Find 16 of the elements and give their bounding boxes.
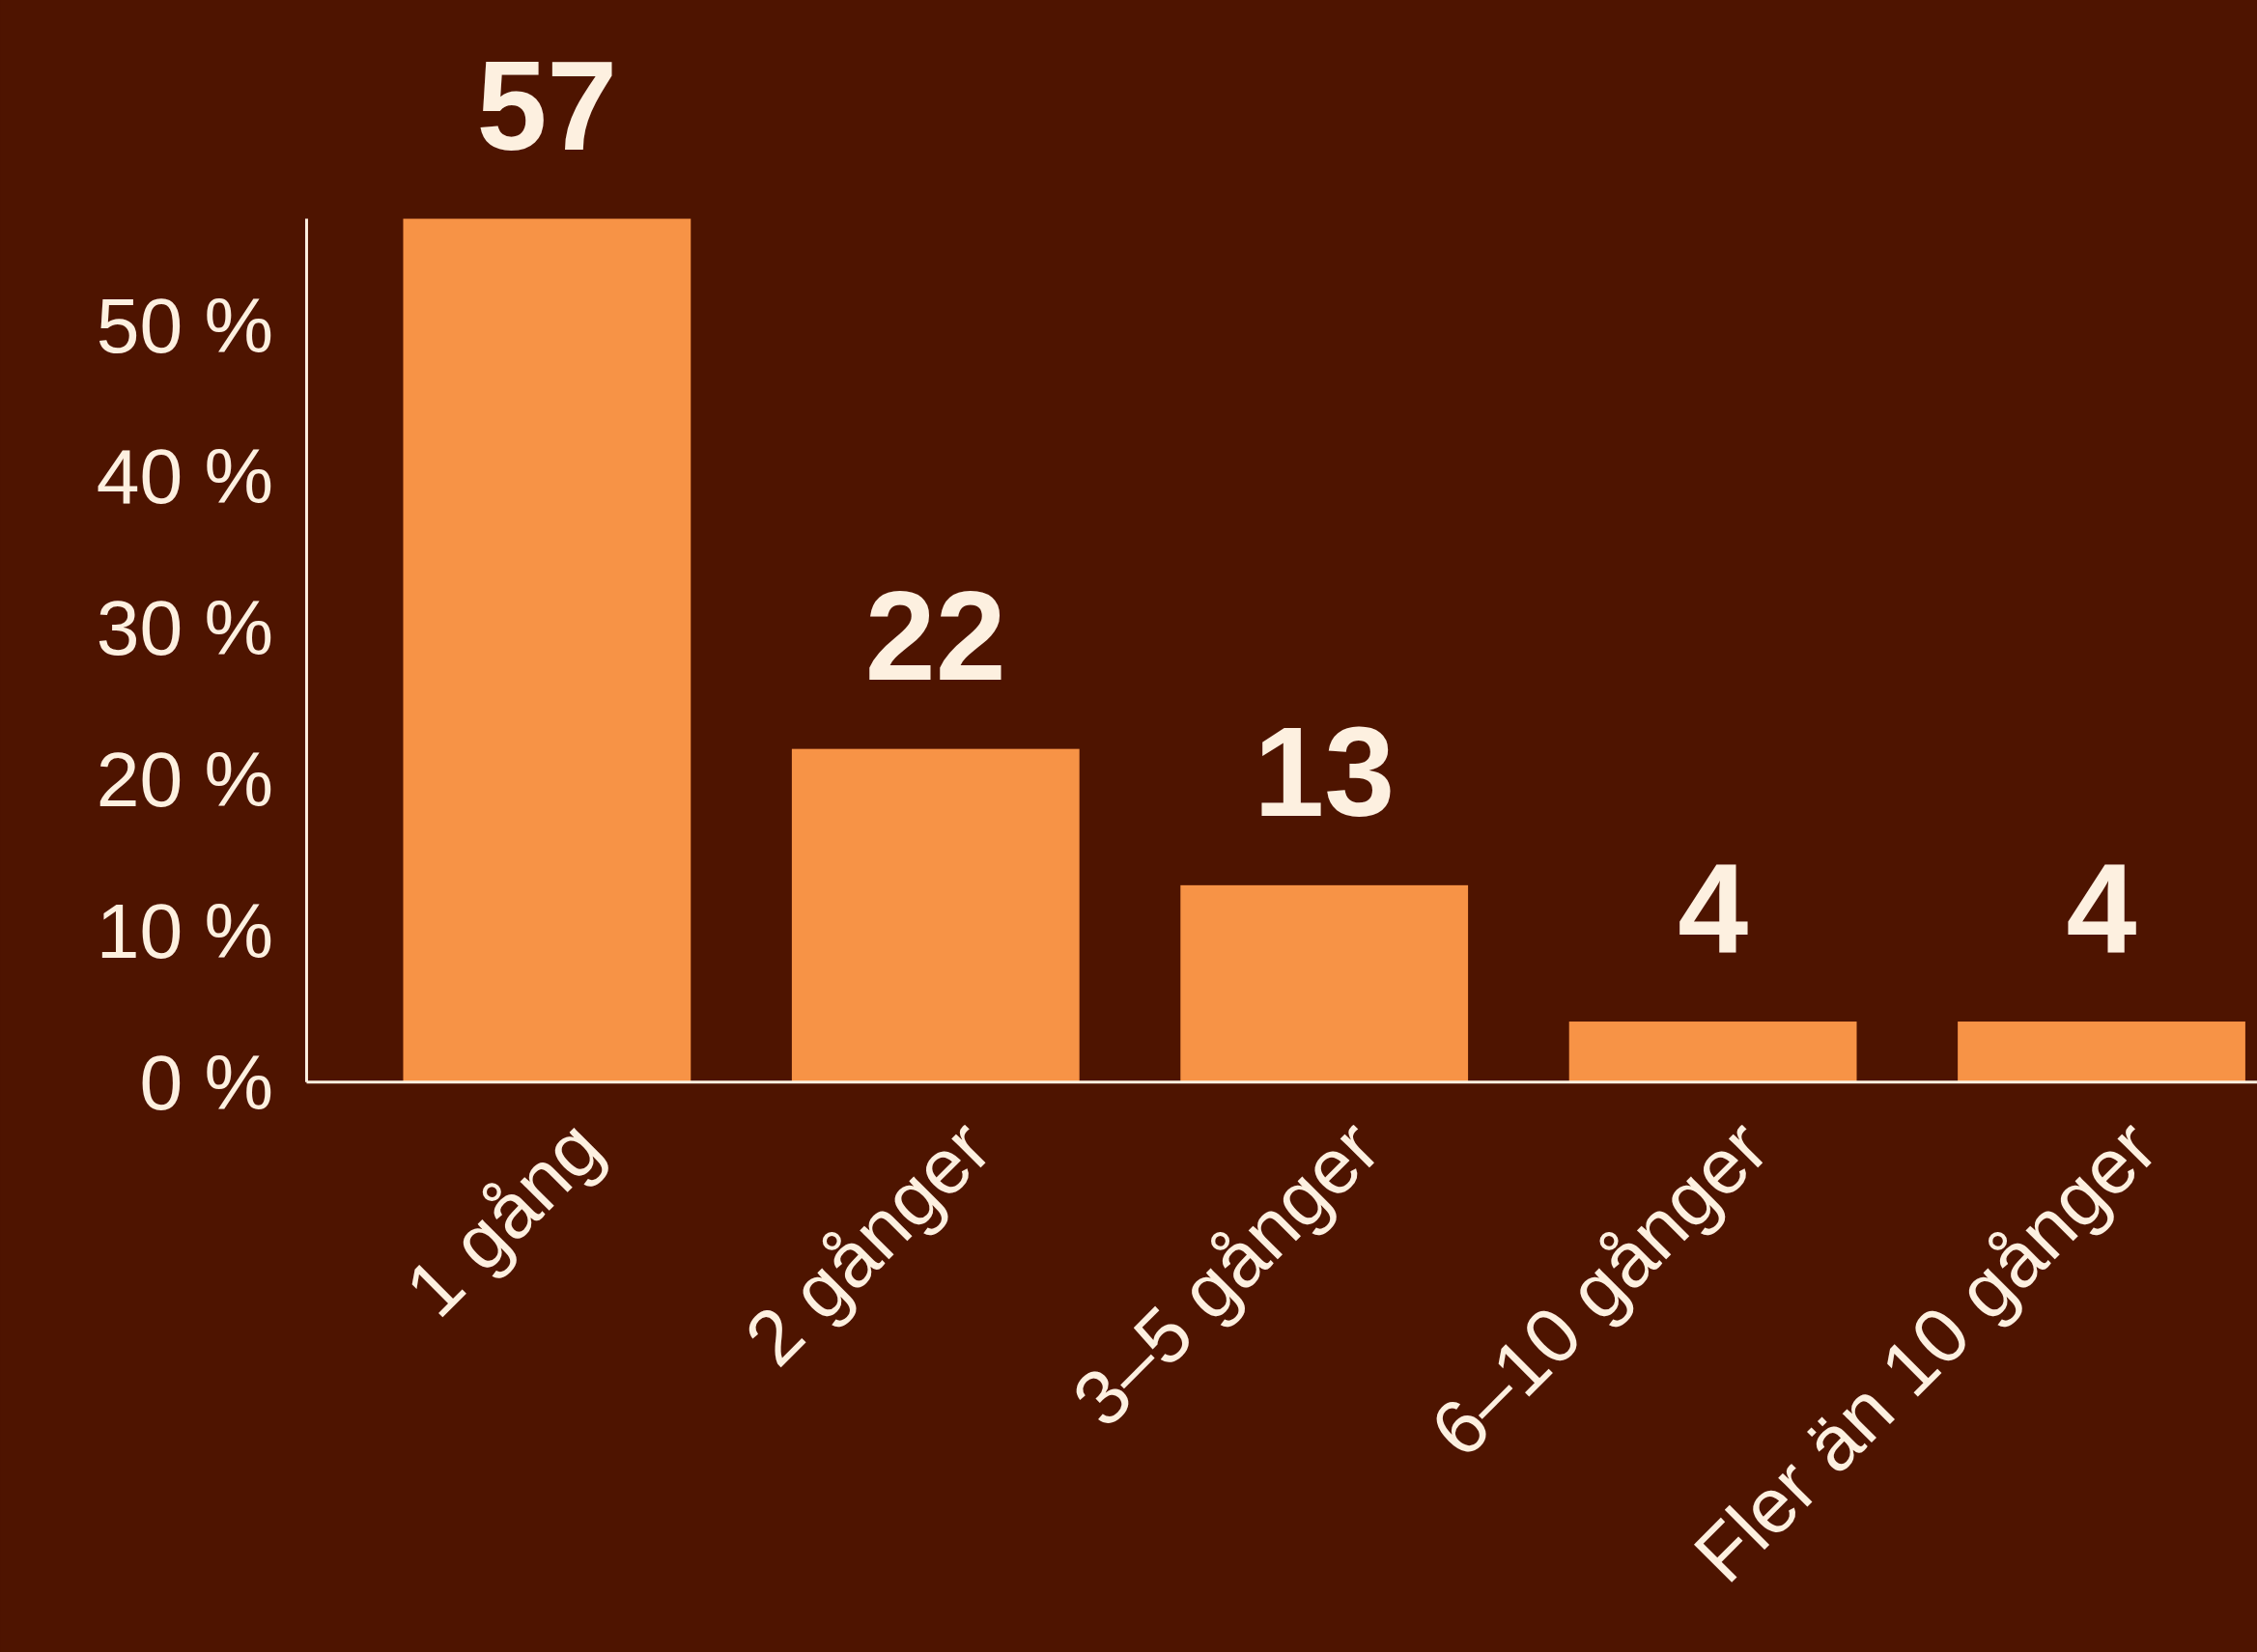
data-label: 4	[2066, 837, 2137, 980]
data-label: 13	[1254, 701, 1396, 844]
bar	[1958, 1022, 2245, 1082]
bar	[403, 218, 691, 1082]
y-tick-label: 20 %	[96, 736, 274, 824]
y-tick-label: 10 %	[96, 887, 274, 975]
y-tick-label: 30 %	[96, 584, 274, 672]
y-tick-label: 50 %	[96, 281, 274, 369]
data-label: 57	[476, 35, 618, 177]
y-tick-label: 0 %	[139, 1038, 274, 1126]
data-label: 4	[1678, 837, 1749, 980]
data-label: 22	[864, 565, 1006, 708]
bar	[1180, 884, 1469, 1082]
bar	[1568, 1022, 1857, 1082]
bar	[791, 748, 1080, 1082]
y-tick-label: 40 %	[96, 433, 274, 520]
